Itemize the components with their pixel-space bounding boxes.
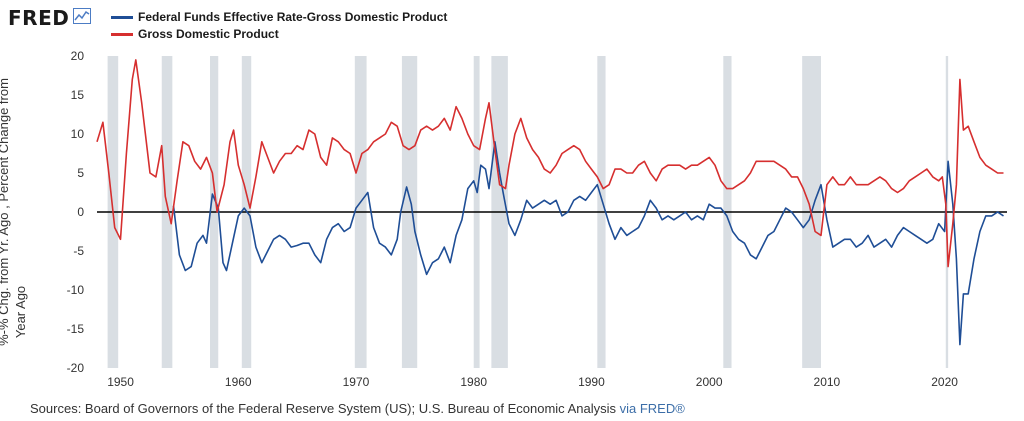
source-text: Sources: Board of Governors of the Feder…: [30, 401, 616, 416]
y-tick-label: 20: [71, 49, 85, 63]
x-tick-labels: 1950 1960 1970 1980 1990 2000 2010 2020: [107, 375, 958, 389]
recession-band-4: [354, 56, 367, 368]
recession-band-6: [473, 56, 480, 368]
y-tick-label: 5: [77, 166, 84, 180]
y-axis-label: %-% Chg. from Yr. Ago , Percent Change f…: [0, 56, 28, 368]
logo-text: FRED: [8, 6, 70, 30]
series-line-2: [96, 59, 1004, 268]
recession-band-11: [945, 56, 949, 368]
x-tick-label: 1980: [460, 375, 487, 389]
recession-band-8: [597, 56, 606, 368]
y-tick-labels: -20 -15 -10 -5 0 5 10 15 20: [67, 49, 85, 375]
y-tick-label: 10: [71, 127, 85, 141]
recession-band-1: [161, 56, 173, 368]
recession-band-0: [107, 56, 119, 368]
y-tick-label: -5: [73, 244, 84, 258]
fred-logo[interactable]: FRED: [8, 6, 92, 30]
x-tick-label: 1970: [343, 375, 370, 389]
series-lines: [96, 59, 1007, 346]
legend-swatch-2: [111, 33, 133, 36]
recession-band-9: [723, 56, 732, 368]
series-line-1: [172, 141, 1004, 346]
y-tick-label: -20: [67, 361, 85, 375]
legend-item-1[interactable]: Federal Funds Effective Rate-Gross Domes…: [111, 9, 447, 26]
legend-item-2[interactable]: Gross Domestic Product: [111, 26, 447, 43]
legend: Federal Funds Effective Rate-Gross Domes…: [111, 9, 447, 43]
line-chart-icon: [73, 7, 92, 29]
y-tick-label: 15: [71, 88, 85, 102]
recession-band-10: [802, 56, 821, 368]
recession-bands: [107, 56, 949, 368]
legend-label-2: Gross Domestic Product: [138, 27, 279, 41]
x-tick-label: 1990: [578, 375, 605, 389]
x-tick-label: 2020: [931, 375, 958, 389]
y-tick-label: 0: [77, 205, 84, 219]
x-tick-label: 1960: [225, 375, 252, 389]
y-axis-label-text: %-% Chg. from Yr. Ago , Percent Change f…: [0, 78, 28, 346]
recession-band-5: [401, 56, 418, 368]
recession-band-2: [210, 56, 219, 368]
legend-label-1: Federal Funds Effective Rate-Gross Domes…: [138, 10, 448, 24]
via-fred-link[interactable]: via FRED®: [619, 401, 685, 416]
recession-band-3: [241, 56, 252, 368]
y-tick-label: -15: [67, 322, 85, 336]
y-tick-label: -10: [67, 283, 85, 297]
legend-swatch-1: [111, 16, 133, 19]
x-tick-label: 2000: [696, 375, 723, 389]
recession-band-7: [491, 56, 508, 368]
x-tick-label: 1950: [107, 375, 134, 389]
x-tick-label: 2010: [814, 375, 841, 389]
source-note: Sources: Board of Governors of the Feder…: [30, 401, 685, 416]
